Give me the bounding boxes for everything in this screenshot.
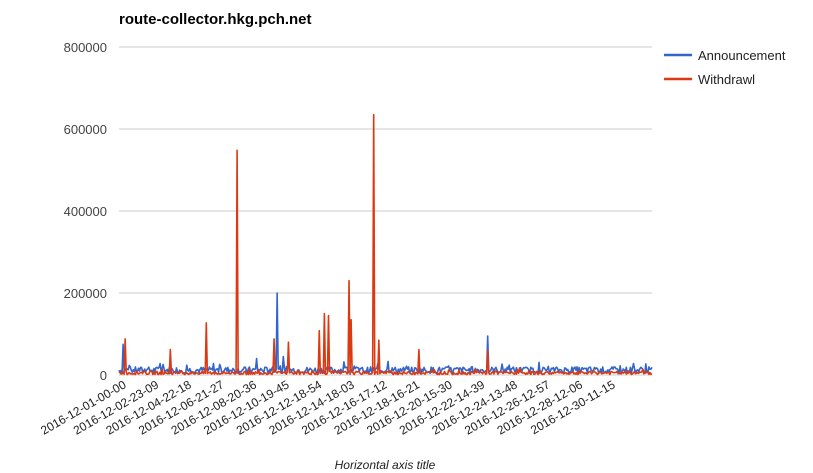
series-line-announcement [118,292,653,375]
series-line-withdrawl [118,113,653,376]
y-tick-label: 600000 [64,122,107,137]
grid-lines [119,46,652,376]
y-tick-label: 800000 [64,40,107,55]
plot-area [118,113,653,376]
y-tick-label: 200000 [64,286,107,301]
y-tick-label: 0 [100,368,107,383]
legend-label: Withdrawl [698,72,755,87]
chart-title: route-collector.hkg.pch.net [119,11,312,28]
x-axis-title: Horizontal axis title [335,458,436,472]
legend: Announcement Withdrawl [664,48,786,87]
y-tick-label: 400000 [64,204,107,219]
legend-label: Announcement [698,48,786,63]
x-axis-ticks: 2016-12-01-00-002016-12-02-23-092016-12-… [38,377,617,437]
y-axis-ticks: 0 200000 400000 600000 800000 [64,40,107,383]
